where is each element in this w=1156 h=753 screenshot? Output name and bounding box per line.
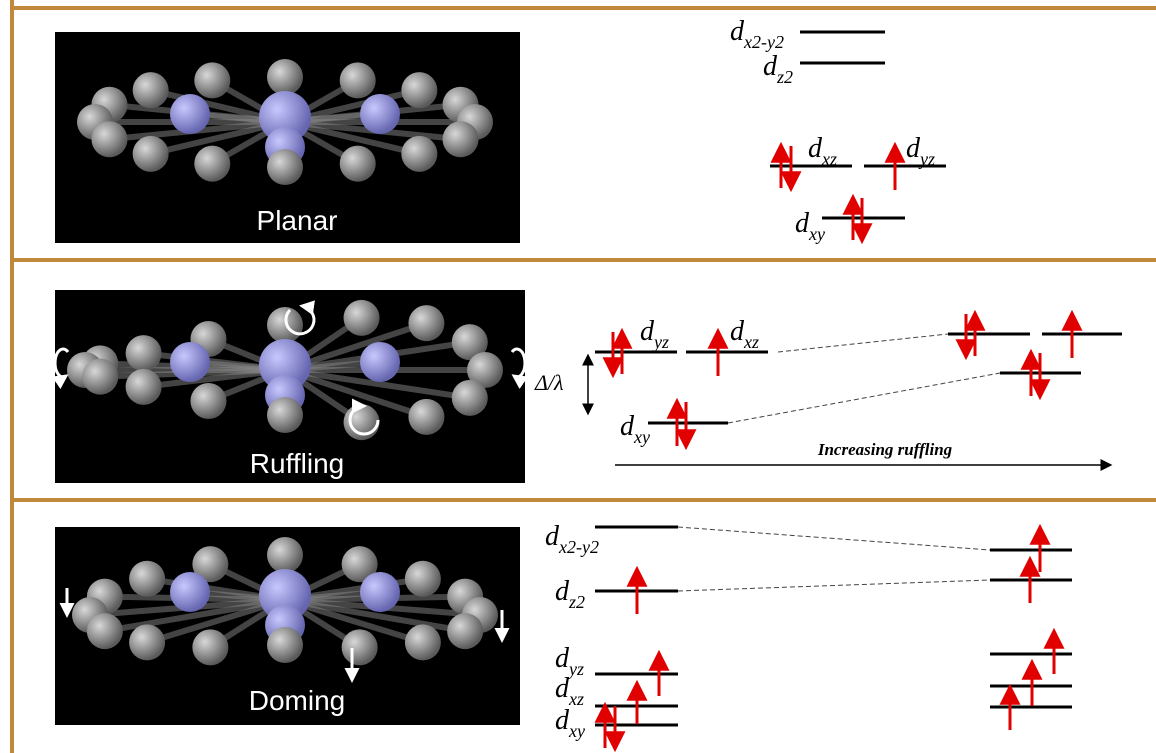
orbital-symbol: d <box>730 316 745 347</box>
orbital-label: dz2 <box>555 576 585 612</box>
atom <box>405 624 441 660</box>
atom <box>91 121 127 157</box>
atom <box>87 613 123 649</box>
atom <box>126 335 162 371</box>
orbital-symbol: d <box>906 133 921 164</box>
orbital-subscript: yz <box>918 149 935 169</box>
atom <box>192 629 228 665</box>
orbital-symbol: d <box>730 16 745 47</box>
correlation-line <box>678 527 990 550</box>
atom <box>447 613 483 649</box>
atom <box>408 305 444 341</box>
orbital-symbol: d <box>640 316 655 347</box>
orbital-subscript: z2 <box>568 592 585 612</box>
atom <box>443 121 479 157</box>
orbital-label: dxy <box>555 705 585 741</box>
orbital-subscript: xy <box>808 224 825 244</box>
orbital-label: dyz <box>906 133 935 169</box>
orbital-symbol: d <box>763 51 778 82</box>
orbital-label: dz2 <box>763 51 793 87</box>
orbital-label: dxz <box>808 133 837 169</box>
orbital-symbol: d <box>555 576 570 607</box>
atom <box>133 136 169 172</box>
orbital-symbol: d <box>620 411 635 442</box>
orbital-subscript: xy <box>633 427 650 447</box>
panel-label: Doming <box>249 685 345 716</box>
atom <box>129 624 165 660</box>
atom <box>194 62 230 98</box>
atom <box>267 149 303 185</box>
orbital-subscript: x2-y2 <box>558 537 599 557</box>
atom <box>267 307 303 343</box>
atom <box>401 136 437 172</box>
orbital-subscript: xy <box>568 721 585 741</box>
orbital-symbol: d <box>808 133 823 164</box>
orbital-subscript: z2 <box>776 67 793 87</box>
atom <box>408 399 444 435</box>
atom <box>340 62 376 98</box>
atom <box>133 72 169 108</box>
orbital-symbol: d <box>545 521 560 552</box>
orbital-subscript: xz <box>821 149 837 169</box>
orbital-label: dx2-y2 <box>730 16 784 52</box>
atom <box>82 359 118 395</box>
orbital-subscript: yz <box>652 332 669 352</box>
gap-label: Δ/λ <box>534 370 564 395</box>
atom <box>405 561 441 597</box>
atom <box>267 627 303 663</box>
orbital-label: dxz <box>730 316 759 352</box>
orbital-label: dxy <box>795 208 825 244</box>
atom <box>401 72 437 108</box>
atom <box>267 59 303 95</box>
orbital-symbol: d <box>555 705 570 736</box>
correlation-line <box>728 373 1000 423</box>
atom <box>190 383 226 419</box>
orbital-symbol: d <box>795 208 810 239</box>
atom <box>170 342 210 382</box>
atom <box>170 94 210 134</box>
atom <box>360 342 400 382</box>
atom <box>452 380 488 416</box>
atom <box>360 572 400 612</box>
orbital-label: dyz <box>640 316 669 352</box>
panel-label: Planar <box>257 205 338 236</box>
atom <box>344 300 380 336</box>
trend-label: Increasing ruffling <box>817 440 953 459</box>
correlation-line <box>678 580 990 591</box>
panel-label: Ruffling <box>250 448 344 479</box>
atom <box>340 146 376 182</box>
atom <box>129 561 165 597</box>
atom <box>360 94 400 134</box>
atom <box>194 146 230 182</box>
atom <box>267 537 303 573</box>
orbital-subscript: xz <box>743 332 759 352</box>
orbital-subscript: yz <box>567 659 584 679</box>
orbital-label: dx2-y2 <box>545 521 599 557</box>
orbital-symbol: d <box>555 673 570 704</box>
orbital-symbol: d <box>555 643 570 674</box>
correlation-line <box>778 334 948 352</box>
diagram: Planar Ruffling Doming dx2-y2dz2dxzdyzdx… <box>0 0 1156 753</box>
orbital-label: dxy <box>620 411 650 447</box>
atom <box>170 572 210 612</box>
orbital-subscript: x2-y2 <box>743 32 784 52</box>
atom <box>267 397 303 433</box>
orbital-subscript: xz <box>568 689 584 709</box>
atom <box>342 629 378 665</box>
atom <box>126 369 162 405</box>
